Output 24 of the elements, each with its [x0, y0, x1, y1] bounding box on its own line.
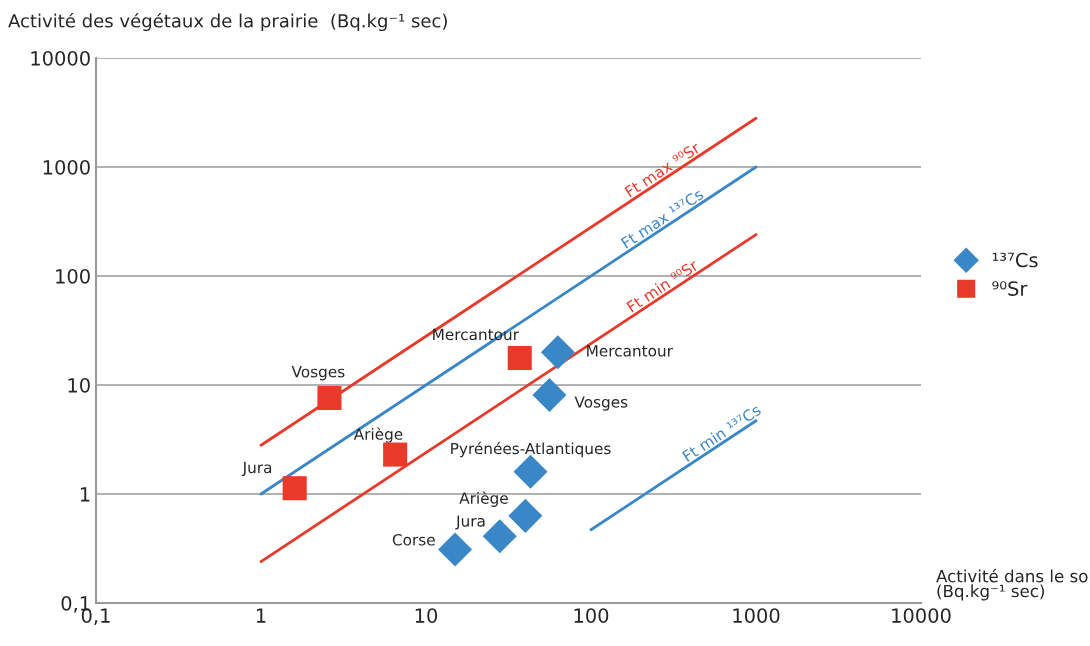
annotation: Ariège: [459, 491, 508, 507]
legend-label: ⁹⁰Sr: [992, 281, 1028, 296]
annotation: Pyrénées-Atlantiques: [451, 441, 611, 458]
annotation: Vosges: [291, 366, 345, 381]
y-tick-label: 1000: [43, 159, 90, 175]
text: Ft min ⁹⁰Sr: [625, 258, 700, 313]
y-axis-title: Activité des végétaux de la prairie (Bq.kg⁻¹ sec): [8, 12, 447, 32]
annotation: Jura: [455, 515, 485, 530]
x-tick-label: 10000: [892, 608, 951, 623]
y-tick-label: 100: [56, 268, 90, 284]
annotation: Vosges: [574, 396, 628, 411]
x-tick-label: 1000: [733, 608, 780, 623]
x-tick-label: 1: [256, 608, 266, 623]
y-tick-label: 10: [68, 377, 90, 393]
y-tick-label: 1: [80, 487, 90, 502]
y-tick-label: 10000: [31, 50, 90, 66]
legend-label: ¹³⁷Cs: [992, 252, 1038, 268]
x-tick-label: 10: [415, 608, 438, 623]
annotation: Ariège: [353, 427, 403, 443]
annotation: Jura: [241, 461, 272, 477]
annotation: Corse: [392, 533, 435, 546]
annotation: Mercantour: [587, 345, 673, 357]
x-tick-label: 100: [574, 608, 609, 623]
text: Ft min ¹³⁷Cs: [681, 403, 762, 462]
